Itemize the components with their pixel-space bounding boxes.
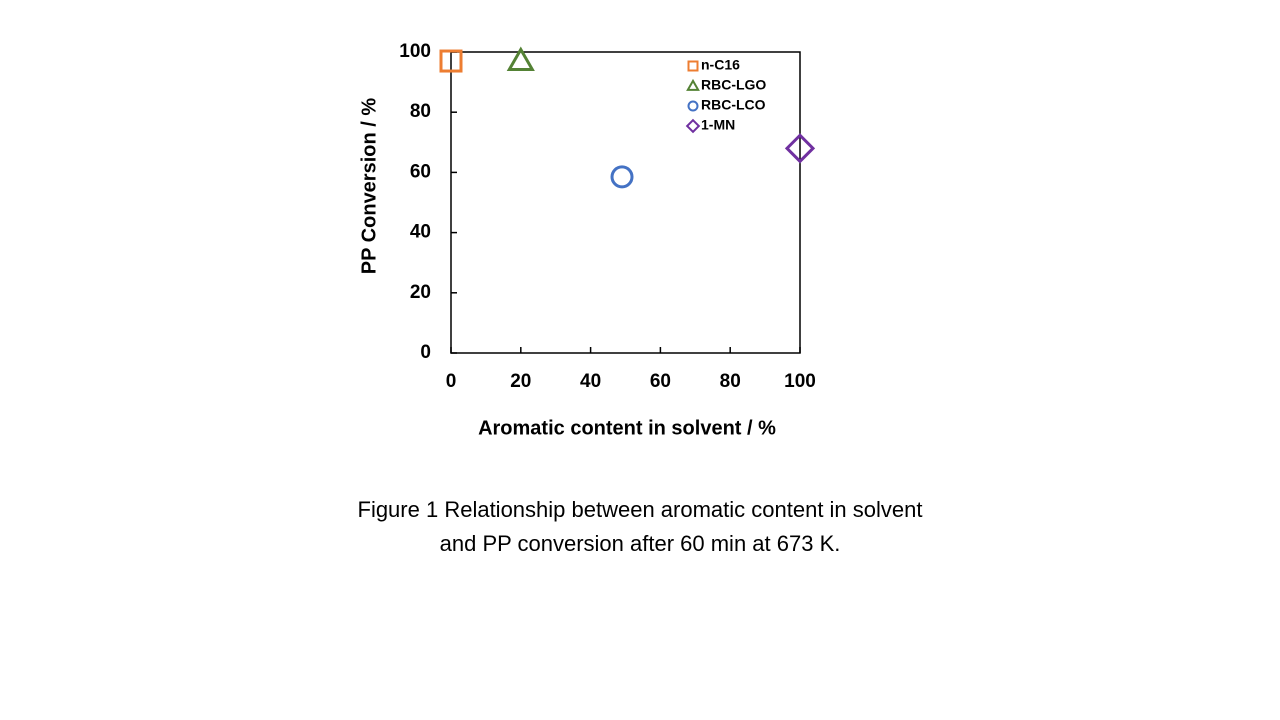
legend-label: 1-MN	[701, 117, 735, 133]
y-tick-label: 80	[410, 101, 431, 122]
y-axis-label: PP Conversion / %	[358, 98, 380, 275]
y-tick-label: 40	[410, 222, 431, 243]
y-tick-label: 20	[410, 282, 431, 303]
legend-label: RBC-LCO	[701, 97, 766, 113]
point	[784, 133, 816, 164]
point	[610, 165, 634, 189]
legend-marker	[686, 78, 700, 91]
x-tick-label: 20	[510, 371, 531, 392]
x-tick-label: 40	[580, 371, 601, 392]
legend-label: RBC-LGO	[701, 77, 766, 93]
x-tick-label: 0	[446, 371, 457, 392]
point	[506, 46, 535, 72]
x-tick-label: 60	[650, 371, 671, 392]
y-tick-label: 60	[410, 161, 431, 182]
legend-marker	[687, 100, 699, 112]
caption: Figure 1 Relationship between aromatic c…	[358, 497, 923, 522]
legend-marker	[687, 60, 699, 72]
plot-frame	[450, 51, 801, 354]
x-tick-label: 80	[720, 371, 741, 392]
x-axis-label: Aromatic content in solvent / %	[478, 417, 776, 439]
x-tick-label: 100	[784, 371, 816, 392]
point	[439, 49, 463, 73]
legend-label: n-C16	[701, 57, 740, 73]
y-tick-label: 0	[420, 342, 431, 363]
legend-marker	[685, 118, 701, 134]
caption: and PP conversion after 60 min at 673 K.	[440, 531, 841, 556]
y-tick-label: 100	[399, 41, 431, 62]
